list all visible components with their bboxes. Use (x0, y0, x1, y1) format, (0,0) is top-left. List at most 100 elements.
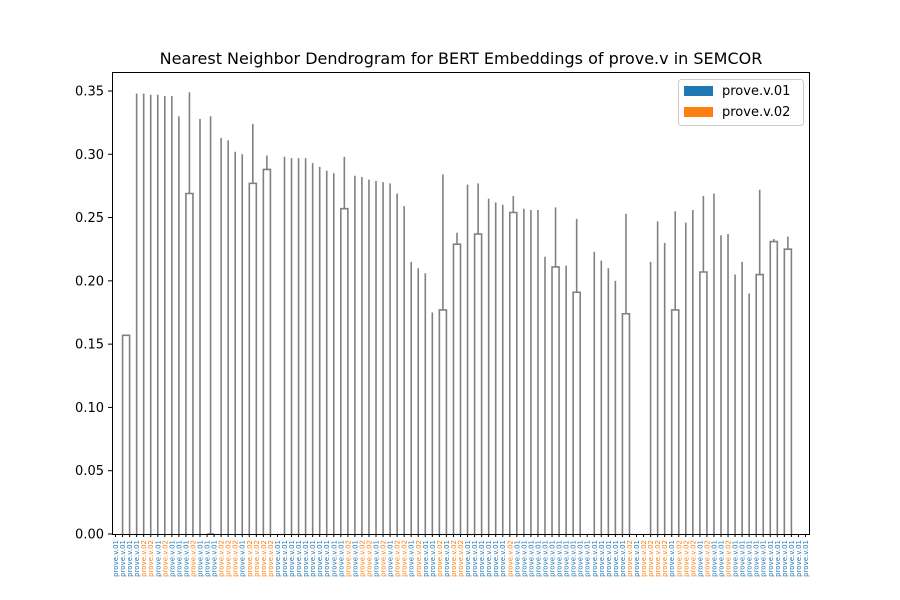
y-tick-label: 0.00 (75, 528, 104, 543)
leaf-label: prove.v.02 (218, 540, 226, 577)
leaf-label: prove.v.01 (175, 540, 183, 577)
leaf-label: prove.v.01 (112, 540, 120, 577)
leaf-label: prove.v.01 (288, 540, 296, 577)
dendrogram-links (121, 92, 793, 535)
leaf-label: prove.v.01 (168, 540, 176, 577)
chart-title: Nearest Neighbor Dendrogram for BERT Emb… (160, 49, 763, 68)
dendrogram-link (769, 240, 779, 534)
y-tick-label: 0.15 (75, 338, 104, 353)
leaf-label: prove.v.01 (591, 540, 599, 577)
leaf-label: prove.v.01 (429, 540, 437, 577)
leaf-label: prove.v.02 (415, 540, 423, 577)
leaf-label: prove.v.01 (739, 540, 747, 577)
leaf-label: prove.v.01 (788, 540, 796, 577)
leaf-label: prove.v.01 (746, 540, 754, 577)
leaf-label: prove.v.01 (330, 540, 338, 577)
leaf-label: prove.v.01 (387, 540, 395, 577)
leaf-label: prove.v.01 (211, 540, 219, 577)
leaf-label: prove.v.01 (710, 540, 718, 577)
dendrogram-link (670, 309, 680, 534)
leaf-label: prove.v.02 (232, 540, 240, 577)
leaf-label: prove.v.01 (760, 540, 768, 577)
leaf-label: prove.v.01 (668, 540, 676, 577)
leaf-label: prove.v.01 (612, 540, 620, 577)
dendrogram-link (551, 266, 560, 534)
legend-label-prove-v-02: prove.v.02 (722, 105, 790, 120)
leaf-label: prove.v.01 (274, 540, 282, 577)
leaf-label: prove.v.01 (605, 540, 613, 577)
leaf-label: prove.v.01 (717, 540, 725, 577)
leaf-label: prove.v.01 (471, 540, 479, 577)
leaf-label: prove.v.02 (365, 540, 373, 577)
dendrogram-link (621, 312, 631, 534)
legend: prove.v.01 prove.v.02 (678, 79, 804, 126)
y-tick-label: 0.25 (75, 211, 104, 226)
leaf-label: prove.v.02 (703, 540, 711, 577)
leaf-label: prove.v.01 (323, 540, 331, 577)
leaf-label: prove.v.02 (140, 540, 148, 577)
dendrogram-link (438, 309, 448, 534)
leaf-label: prove.v.01 (316, 540, 324, 577)
leaf-label: prove.v.02 (161, 540, 169, 577)
dendrogram-link (572, 291, 581, 534)
leaf-label: prove.v.01 (633, 540, 641, 577)
leaf-label: prove.v.01 (520, 540, 528, 577)
leaf-label: prove.v.01 (351, 540, 359, 577)
leaf-label: prove.v.01 (802, 540, 810, 577)
dendrogram-link (262, 168, 272, 534)
y-tick-label: 0.05 (75, 464, 104, 479)
leaf-label: prove.v.02 (358, 540, 366, 577)
leaf-label: prove.v.01 (527, 540, 535, 577)
dendrogram-link (699, 271, 708, 534)
dendrogram-link (340, 207, 349, 534)
leaf-label: prove.v.01 (478, 540, 486, 577)
dendrogram-link (185, 192, 194, 534)
leaf-label: prove.v.02 (725, 540, 733, 577)
leaf-label: prove.v.01 (302, 540, 310, 577)
leaf-label: prove.v.02 (225, 540, 233, 577)
y-axis: 0.00 0.05 0.10 0.15 0.20 0.25 0.30 0.35 (75, 84, 112, 543)
leaf-label: prove.v.02 (506, 540, 514, 577)
leaf-label: prove.v.01 (732, 540, 740, 577)
leaf-label: prove.v.02 (640, 540, 648, 577)
leaf-label: prove.v.01 (126, 540, 134, 577)
leaf-label: prove.v.01 (499, 540, 507, 577)
y-tick-label: 0.35 (75, 84, 104, 99)
dendrogram-link (452, 243, 462, 534)
leaf-label: prove.v.02 (267, 540, 275, 577)
leaf-label: prove.v.01 (563, 540, 571, 577)
leaf-label: prove.v.02 (246, 540, 254, 577)
leaf-label: prove.v.02 (689, 540, 697, 577)
leaf-label: prove.v.02 (380, 540, 388, 577)
leaf-label: prove.v.01 (295, 540, 303, 577)
leaf-label: prove.v.01 (619, 540, 627, 577)
leaf-label: prove.v.01 (154, 540, 162, 577)
leaf-label: prove.v.01 (422, 540, 430, 577)
legend-swatch-prove-v-02 (684, 107, 713, 117)
leaf-label: prove.v.01 (492, 540, 500, 577)
y-tick-label: 0.30 (75, 148, 104, 163)
leaf-label: prove.v.01 (781, 540, 789, 577)
leaf-label: prove.v.02 (394, 540, 402, 577)
dendrogram-link (783, 248, 793, 534)
leaf-label: prove.v.01 (133, 540, 141, 577)
leaf-label: prove.v.02 (654, 540, 662, 577)
dendrogram-link (121, 334, 131, 534)
leaf-label: prove.v.02 (436, 540, 444, 577)
leaf-label: prove.v.02 (260, 540, 268, 577)
leaf-label: prove.v.01 (204, 540, 212, 577)
leaf-label: prove.v.01 (570, 540, 578, 577)
leaf-label: prove.v.01 (753, 540, 761, 577)
dendrogram-link (473, 233, 483, 534)
leaf-label: prove.v.02 (189, 540, 197, 577)
leaf-label: prove.v.01 (696, 540, 704, 577)
y-tick-label: 0.10 (75, 401, 104, 416)
leaf-label: prove.v.01 (119, 540, 127, 577)
leaf-label: prove.v.01 (464, 540, 472, 577)
leaf-label: prove.v.01 (795, 540, 803, 577)
leaf-label: prove.v.01 (556, 540, 564, 577)
leaf-label: prove.v.01 (197, 540, 205, 577)
leaf-label: prove.v.01 (182, 540, 190, 577)
legend-swatch-prove-v-01 (684, 86, 713, 96)
leaf-label: prove.v.01 (534, 540, 542, 577)
